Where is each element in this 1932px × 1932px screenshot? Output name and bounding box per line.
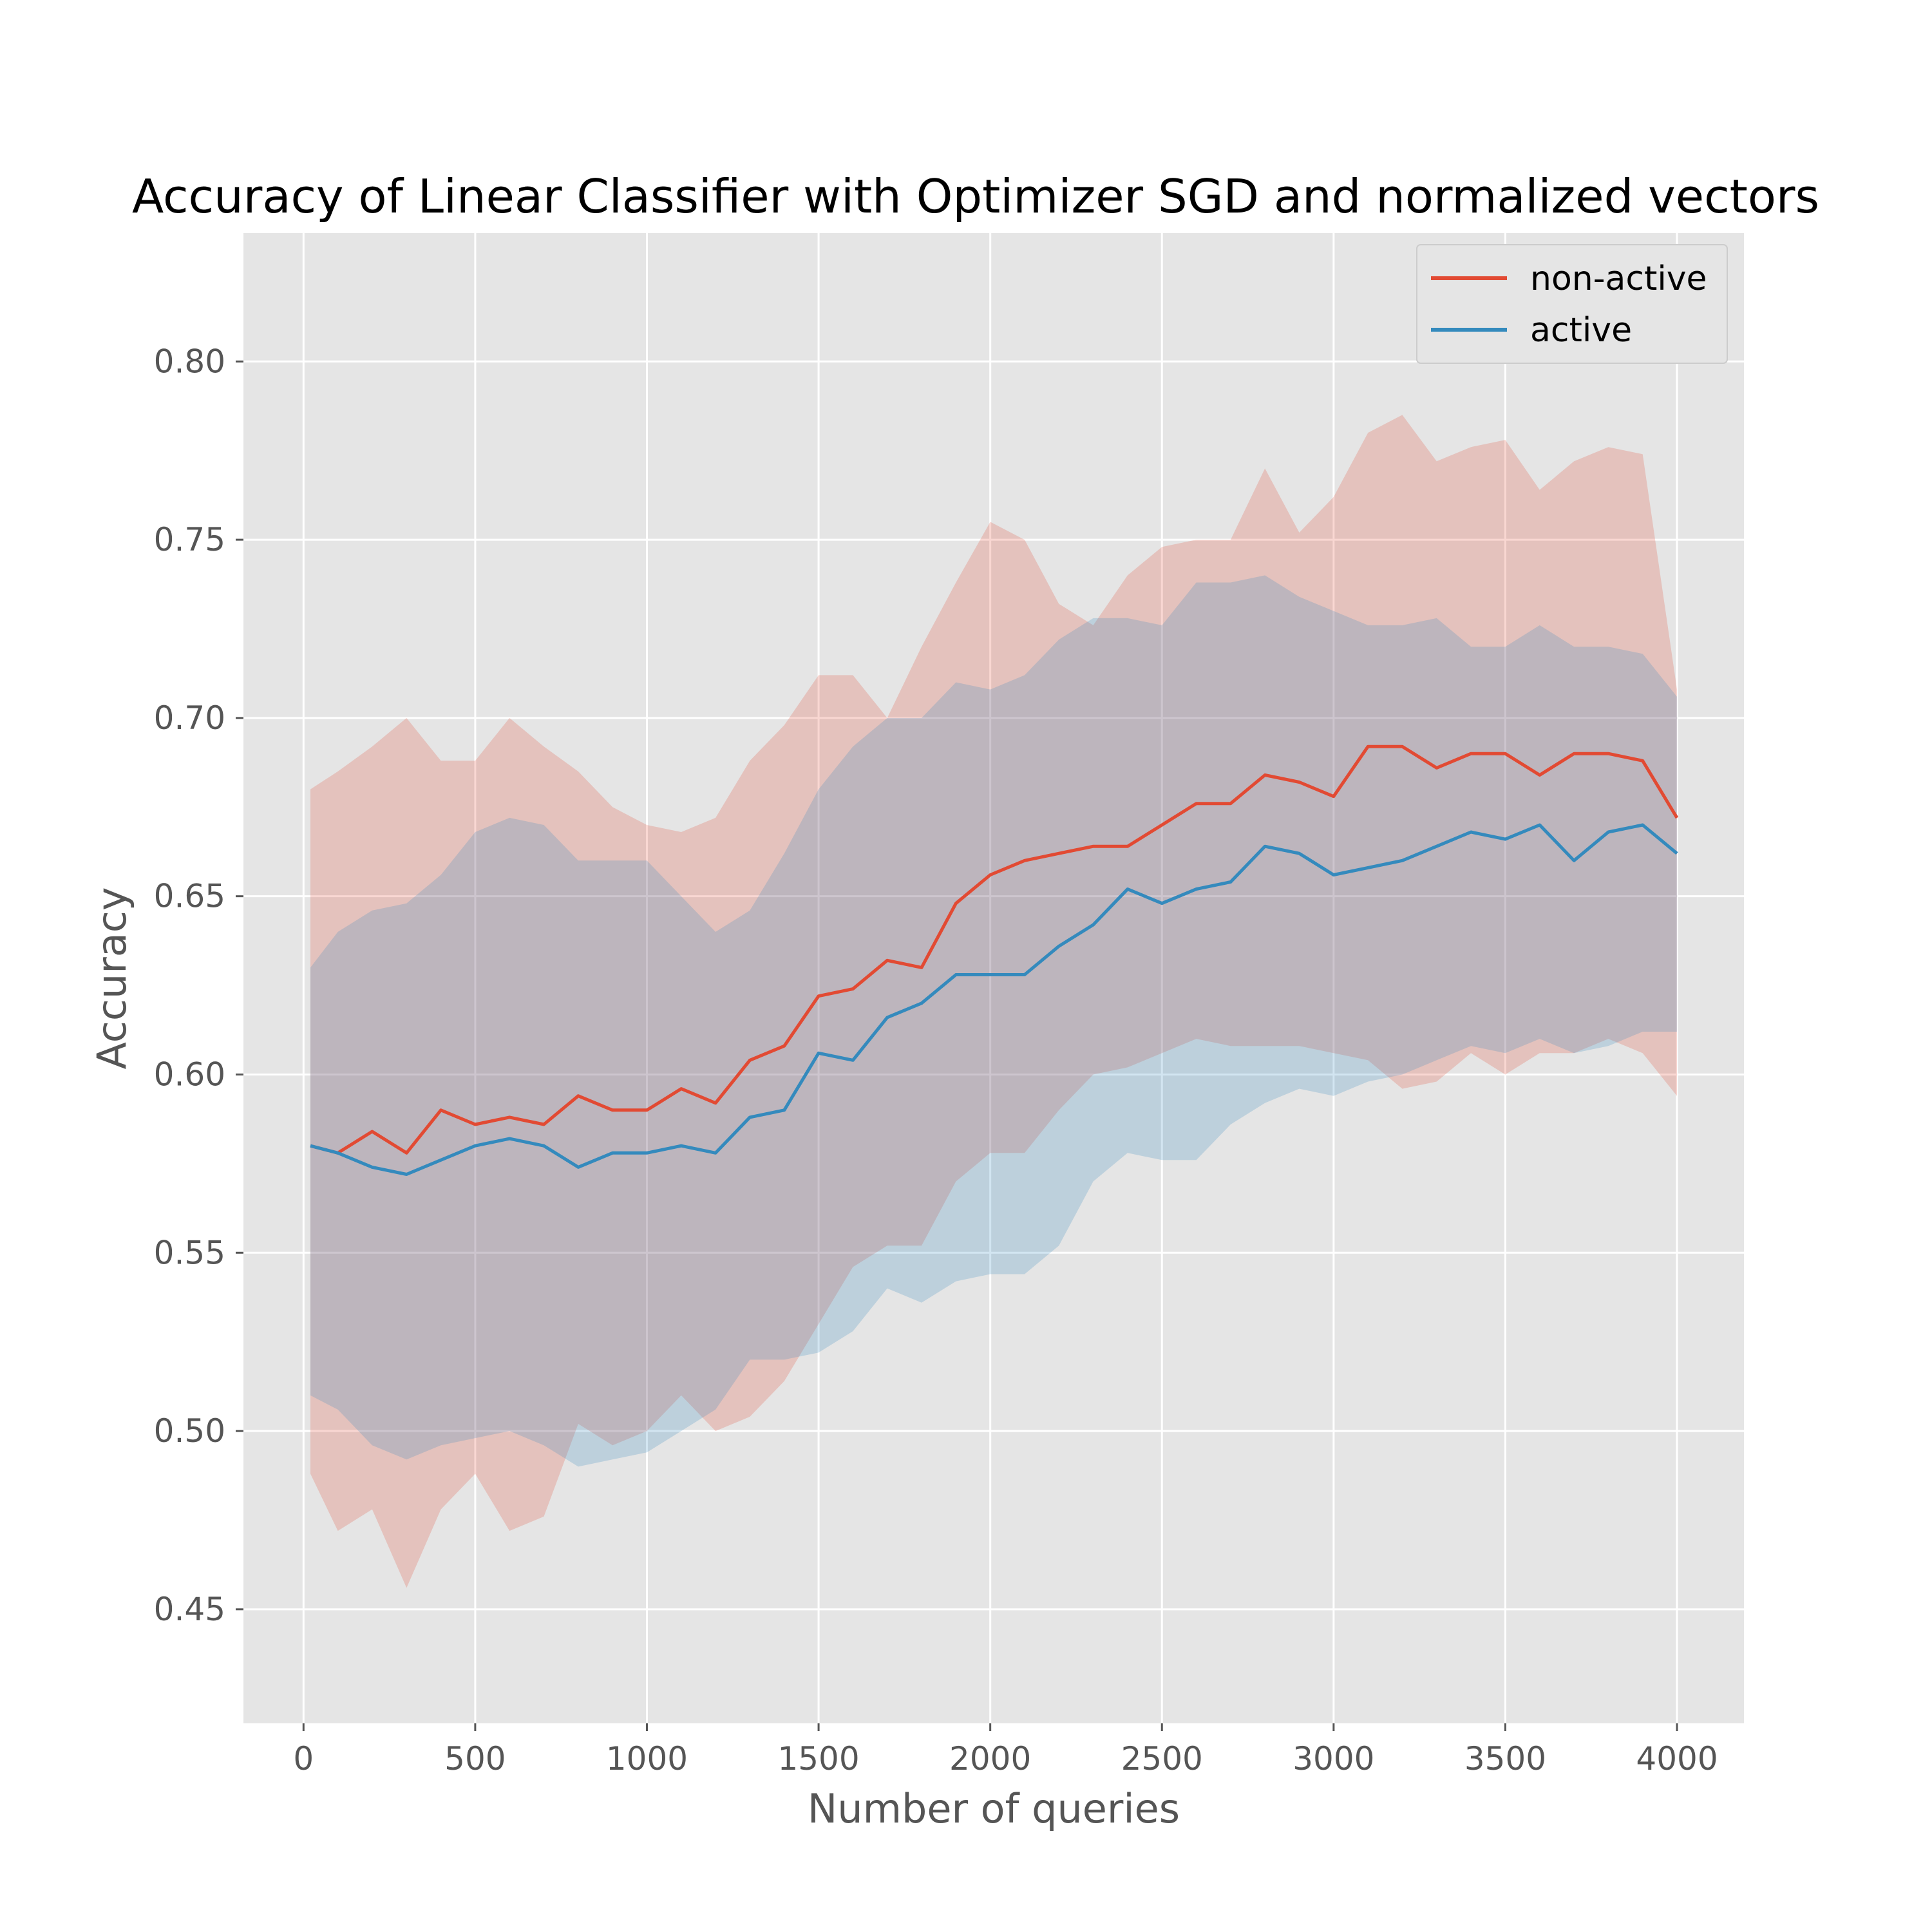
x-tick-label: 3000 xyxy=(1293,1740,1374,1777)
x-tick-label: 2000 xyxy=(949,1740,1031,1777)
y-tick-label: 0.50 xyxy=(154,1412,225,1450)
y-tick-label: 0.45 xyxy=(154,1591,225,1628)
y-tick-label: 0.75 xyxy=(154,521,225,558)
line-non-active xyxy=(310,744,1679,1155)
confidence-bands xyxy=(310,415,1677,1588)
x-axis-label: Number of queries xyxy=(808,1785,1180,1832)
band-active xyxy=(310,575,1677,1467)
x-tick-label: 1500 xyxy=(777,1740,859,1777)
x-tick-label: 1000 xyxy=(606,1740,688,1777)
y-tick-label: 0.65 xyxy=(154,878,225,915)
legend: non-active active xyxy=(1416,244,1728,364)
y-tick-label: 0.80 xyxy=(154,343,225,380)
x-tick-label: 500 xyxy=(444,1740,506,1777)
x-tick-label: 2500 xyxy=(1121,1740,1203,1777)
legend-label-active: active xyxy=(1530,311,1632,350)
x-tick-label: 3500 xyxy=(1464,1740,1546,1777)
axes: 0 500 1000 1500 2000 2500 3000 3500 4000 0.45 0.50… xyxy=(154,343,1718,1777)
band-non-active xyxy=(310,415,1677,1588)
y-tick-label: 0.60 xyxy=(154,1056,225,1093)
series-lines xyxy=(310,744,1679,1176)
y-tick-label: 0.70 xyxy=(154,699,225,737)
x-tick-label: 0 xyxy=(293,1740,314,1777)
line-active xyxy=(310,823,1678,1176)
y-axis-label: Accuracy xyxy=(88,887,135,1069)
chart-title: Accuracy of Linear Classifier with Optim… xyxy=(132,169,1819,223)
legend-label-non-active: non-active xyxy=(1530,260,1707,298)
plot-area xyxy=(243,233,1744,1723)
legend-box xyxy=(1416,244,1728,364)
x-tick-label: 4000 xyxy=(1636,1740,1718,1777)
y-tick-label: 0.55 xyxy=(154,1234,225,1271)
